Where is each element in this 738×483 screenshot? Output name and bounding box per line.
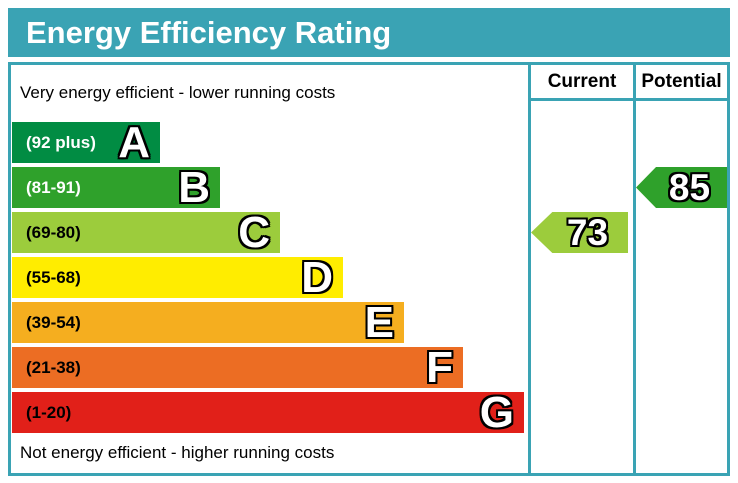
- current-rating-value: 73: [566, 211, 609, 253]
- band-bar-d: (55-68) D: [12, 253, 343, 302]
- band-letter-d: D: [301, 253, 333, 302]
- band-range-label: (1-20): [26, 402, 72, 422]
- potential-column-header: Potential: [641, 71, 722, 92]
- current-column-header: Current: [547, 71, 617, 92]
- top-note: Very energy efficient - lower running co…: [20, 83, 336, 102]
- band-letter-a: A: [118, 118, 150, 167]
- band-bar-e: (39-54) E: [12, 298, 404, 347]
- band-range-label: (69-80): [26, 222, 81, 242]
- band-letter-f: F: [426, 343, 453, 392]
- band-bar-c: (69-80) C: [12, 208, 280, 257]
- band-bar-g: (1-20) G: [12, 388, 524, 437]
- band-letter-c: C: [238, 208, 270, 257]
- potential-rating-value: 85: [668, 166, 711, 208]
- chart-area: Current Potential Very energy efficient …: [8, 62, 730, 476]
- bottom-note: Not energy efficient - higher running co…: [20, 443, 335, 462]
- band-letter-b: B: [178, 163, 210, 212]
- current-column-divider: [528, 65, 531, 473]
- band-bar-a: (92 plus) A: [12, 118, 160, 167]
- current-rating-arrow: 73: [531, 212, 628, 253]
- band-range-label: (81-91): [26, 177, 81, 197]
- band-letter-g: G: [479, 388, 514, 437]
- band-range-label: (55-68): [26, 267, 81, 287]
- band-range-label: (39-54): [26, 312, 81, 332]
- band-letter-e: E: [364, 298, 394, 347]
- page-title: Energy Efficiency Rating: [26, 15, 392, 50]
- band-range-label: (21-38): [26, 357, 81, 377]
- potential-column-divider: [633, 65, 636, 473]
- column-header-underline: [528, 98, 727, 101]
- band-bar-b: (81-91) B: [12, 163, 220, 212]
- potential-rating-arrow: 85: [636, 167, 727, 208]
- chart-title-bar: Energy Efficiency Rating: [8, 8, 730, 57]
- band-range-label: (92 plus): [26, 132, 96, 152]
- band-bar-f: (21-38) F: [12, 343, 463, 392]
